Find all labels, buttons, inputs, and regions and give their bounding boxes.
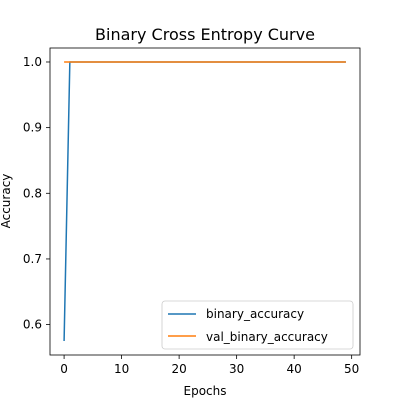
legend-label-binary-accuracy: binary_accuracy xyxy=(206,307,304,321)
x-tick-label: 0 xyxy=(60,362,68,376)
series-layer xyxy=(63,61,346,342)
x-tick-label: 20 xyxy=(171,362,186,376)
y-tick-label: 0.7 xyxy=(23,252,42,266)
y-tick-label: 1.0 xyxy=(23,55,42,69)
y-tick-label: 0.8 xyxy=(23,186,42,200)
x-tick-label: 50 xyxy=(344,362,359,376)
plot-frame xyxy=(49,47,361,356)
x-axis-label: Epochs xyxy=(184,384,227,398)
y-tick-label: 0.6 xyxy=(23,318,42,332)
legend-label-val-binary-accuracy: val_binary_accuracy xyxy=(206,330,328,344)
legend-box xyxy=(161,300,354,350)
y-axis-ticks: 0.6 0.7 0.8 0.9 1.0 xyxy=(23,55,50,332)
chart-title: Binary Cross Entropy Curve xyxy=(95,25,315,44)
x-tick-label: 10 xyxy=(114,362,129,376)
x-axis-ticks: 0 10 20 30 40 50 xyxy=(60,355,359,376)
x-tick-label: 30 xyxy=(229,362,244,376)
legend: binary_accuracy val_binary_accuracy xyxy=(161,300,354,350)
y-axis-label: Accuracy xyxy=(0,174,13,229)
y-tick-label: 0.9 xyxy=(23,121,42,135)
x-tick-label: 40 xyxy=(287,362,302,376)
